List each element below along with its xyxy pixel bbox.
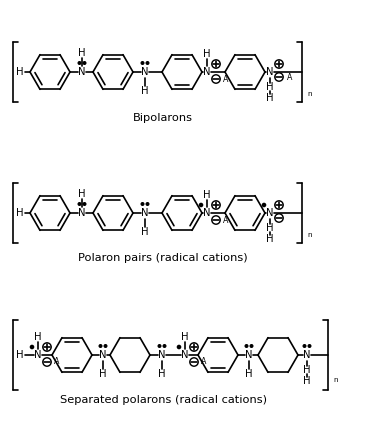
Text: H: H <box>34 332 42 342</box>
Text: A: A <box>223 216 229 225</box>
Text: H: H <box>303 376 311 386</box>
Text: n: n <box>308 232 312 238</box>
Text: n: n <box>334 377 338 383</box>
Circle shape <box>158 345 161 347</box>
Text: H: H <box>16 208 24 218</box>
Text: A: A <box>201 357 207 366</box>
Circle shape <box>83 62 86 64</box>
Circle shape <box>104 345 107 347</box>
Text: N: N <box>99 350 107 360</box>
Text: N: N <box>78 208 86 218</box>
Text: Separated polarons (radical cations): Separated polarons (radical cations) <box>60 395 267 405</box>
Text: N: N <box>203 67 211 77</box>
Circle shape <box>99 345 102 347</box>
Text: H: H <box>158 369 166 379</box>
Text: N: N <box>34 350 42 360</box>
Text: A: A <box>54 357 60 366</box>
Text: A: A <box>223 74 229 83</box>
Circle shape <box>245 345 248 347</box>
Text: N: N <box>141 208 149 218</box>
Text: N: N <box>266 67 274 77</box>
Text: H: H <box>99 369 107 379</box>
Text: Bipolarons: Bipolarons <box>133 113 193 123</box>
Circle shape <box>83 203 86 205</box>
Text: H: H <box>181 332 189 342</box>
Text: H: H <box>266 93 274 103</box>
Text: N: N <box>181 350 189 360</box>
Text: H: H <box>266 223 274 233</box>
Text: N: N <box>203 208 211 218</box>
Text: H: H <box>303 365 311 375</box>
Text: N: N <box>158 350 166 360</box>
Text: H: H <box>78 189 86 199</box>
Text: N: N <box>141 67 149 77</box>
Text: H: H <box>16 350 24 360</box>
Circle shape <box>141 203 144 205</box>
Circle shape <box>146 62 149 64</box>
Circle shape <box>177 345 181 348</box>
Text: N: N <box>245 350 253 360</box>
Circle shape <box>146 203 149 205</box>
Text: H: H <box>16 67 24 77</box>
Text: H: H <box>266 234 274 244</box>
Circle shape <box>141 62 144 64</box>
Text: H: H <box>203 190 211 200</box>
Circle shape <box>31 345 34 348</box>
Text: N: N <box>78 67 86 77</box>
Text: H: H <box>266 82 274 92</box>
Circle shape <box>262 203 265 207</box>
Circle shape <box>199 203 203 207</box>
Text: A: A <box>287 72 293 81</box>
Text: H: H <box>141 86 149 96</box>
Circle shape <box>78 62 81 64</box>
Text: H: H <box>141 227 149 237</box>
Text: H: H <box>203 49 211 59</box>
Text: N: N <box>303 350 311 360</box>
Text: n: n <box>308 91 312 97</box>
Text: N: N <box>266 208 274 218</box>
Text: H: H <box>245 369 253 379</box>
Circle shape <box>163 345 166 347</box>
Circle shape <box>78 203 81 205</box>
Text: H: H <box>78 48 86 58</box>
Text: Polaron pairs (radical cations): Polaron pairs (radical cations) <box>78 253 248 263</box>
Circle shape <box>250 345 253 347</box>
Circle shape <box>308 345 311 347</box>
Circle shape <box>303 345 306 347</box>
